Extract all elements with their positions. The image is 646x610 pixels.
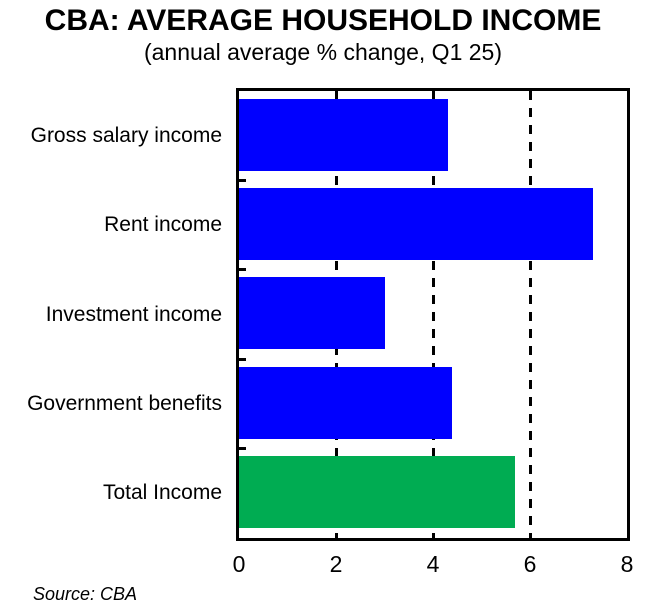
chart-title: CBA: AVERAGE HOUSEHOLD INCOME (44, 4, 602, 37)
x-tick-label-4: 4 (426, 551, 440, 577)
category-axis-tick (239, 178, 246, 182)
category-label-investment-income: Investment income (45, 302, 222, 326)
source-note: Source: CBA (33, 584, 138, 604)
x-tick-label-2: 2 (329, 551, 343, 577)
gridline-4 (431, 91, 435, 538)
bar-government-benefits (239, 366, 453, 439)
chart-subtitle: (annual average % change, Q1 25) (143, 39, 503, 65)
category-axis-tick (239, 268, 246, 272)
category-label-government-benefits: Government benefits (27, 391, 222, 415)
category-label-rent-income: Rent income (104, 213, 222, 237)
bar-gross-salary-income (239, 98, 448, 171)
category-axis-tick (239, 447, 246, 451)
x-tick-label-8: 8 (620, 551, 634, 577)
gridline-6 (528, 91, 532, 538)
x-tick-label-0: 0 (232, 551, 246, 577)
bar-investment-income (239, 277, 385, 350)
x-tick-label-6: 6 (523, 551, 537, 577)
category-label-total-income: Total Income (102, 481, 222, 505)
bar-total-income (239, 456, 516, 529)
bar-rent-income (239, 187, 594, 260)
bars-layer (239, 91, 627, 538)
plot-area (236, 88, 630, 541)
category-axis-tick (239, 357, 246, 361)
axis-ticks-layer (239, 91, 627, 538)
category-label-gross-salary-income: Gross salary income (30, 123, 222, 147)
